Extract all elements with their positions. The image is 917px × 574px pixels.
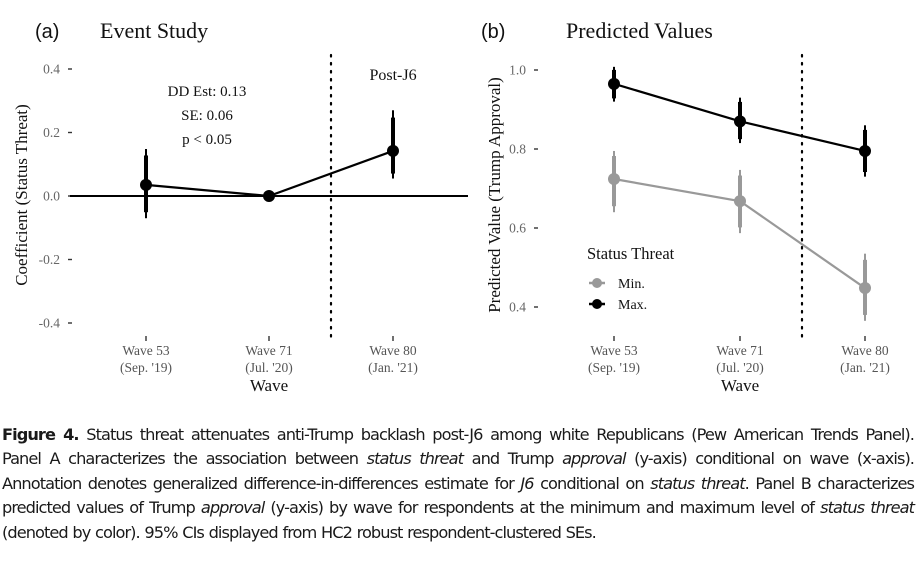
y-tick-label: -0.4 (39, 316, 61, 331)
panel-title: Predicted Values (566, 18, 713, 43)
y-tick-label: 0.8 (509, 142, 526, 157)
y-tick-label: 0.6 (509, 221, 526, 236)
x-tick-label: Wave 80 (369, 343, 417, 358)
data-point (387, 144, 399, 157)
legend-key-point (592, 299, 602, 309)
dd-annotation-line: p < 0.05 (182, 132, 232, 148)
caption-text: (y-axis) conditional on wave (x-axis). A… (2, 449, 915, 493)
caption-text: (y-axis) by wave for respondents at the … (264, 498, 821, 518)
y-tick-label: 0.0 (43, 189, 60, 204)
caption-text: conditional on (533, 473, 651, 493)
x-tick-label: (Jan. '21) (840, 360, 890, 375)
caption-body: Status threat attenuates anti-Trump back… (2, 425, 915, 542)
y-tick-label: -0.2 (39, 252, 60, 267)
caption-text: (denoted by color). 95% CIs displayed fr… (2, 522, 597, 542)
series-line (145, 149, 394, 198)
caption-emphasis: approval (562, 449, 626, 469)
caption-label: Figure 4. (2, 425, 80, 444)
x-axis-label: Wave (721, 376, 759, 395)
data-point (608, 77, 620, 90)
panel-title: Event Study (100, 18, 208, 43)
data-point (140, 178, 152, 191)
legend-title: Status Threat (587, 244, 675, 263)
legend: Status Threat Min. Max. (587, 244, 675, 313)
x-tick-label: Wave 71 (245, 343, 292, 358)
caption-emphasis: status threat (650, 473, 745, 493)
caption-text: and Trump (463, 449, 563, 469)
caption-emphasis: J6 (520, 473, 534, 493)
x-tick-label: Wave 71 (716, 343, 763, 358)
figure: (a) Event Study 0.4 0.2 0.0 -0.2 -0.4 Coefficie… (12, 18, 890, 395)
event-label-post-j6: Post-J6 (369, 67, 416, 84)
series-coefficient (140, 110, 399, 219)
panel-label: (b) (481, 21, 505, 43)
series-min (608, 150, 871, 321)
dd-annotation-line: DD Est: 0.13 (168, 84, 247, 100)
caption-text: . Panel B characterizes predicted values… (2, 473, 915, 518)
data-point (734, 115, 746, 128)
data-point (608, 173, 620, 186)
caption-text: Status threat attenuates anti-Trump back… (2, 425, 915, 469)
series-max (608, 66, 871, 177)
caption-emphasis: status threat (366, 449, 464, 469)
y-tick-label: 1.0 (509, 63, 526, 78)
y-axis-label: Coefficient (Status Threat) (12, 104, 31, 286)
figure-caption: Figure 4. Status threat attenuates anti-… (2, 423, 915, 545)
x-tick-label: (Jul. '20) (245, 360, 292, 375)
legend-label: Max. (618, 298, 647, 313)
data-point (734, 195, 746, 208)
x-tick-label: (Jul. '20) (716, 360, 763, 375)
panel-label: (a) (35, 21, 59, 43)
x-tick-label: Wave 80 (841, 343, 889, 358)
x-tick-label: (Jan. '21) (368, 360, 418, 375)
legend-label: Min. (618, 277, 645, 292)
data-point (859, 144, 871, 157)
y-axis-label: Predicted Value (Trump Approval) (485, 77, 504, 313)
y-tick-label: 0.2 (43, 125, 60, 140)
x-tick-label: Wave 53 (590, 343, 638, 358)
data-point (859, 282, 871, 295)
x-tick-label: (Sep. '19) (588, 360, 640, 375)
y-tick-label: 0.4 (43, 62, 60, 77)
caption-emphasis: approval (200, 498, 265, 518)
x-axis-label: Wave (250, 376, 288, 395)
caption-emphasis: status threat (820, 498, 915, 518)
panel-b-predicted-values: (b) Predicted Values 1.0 0.8 0.6 0.4 Predicted… (481, 18, 890, 395)
x-tick-label: (Sep. '19) (120, 360, 172, 375)
panel-a-event-study: (a) Event Study 0.4 0.2 0.0 -0.2 -0.4 Coefficie… (12, 18, 468, 395)
data-point (263, 190, 275, 202)
dd-annotation-line: SE: 0.06 (181, 108, 233, 124)
x-tick-label: Wave 53 (122, 343, 170, 358)
y-tick-label: 0.4 (509, 300, 526, 315)
legend-key-point (592, 278, 602, 288)
